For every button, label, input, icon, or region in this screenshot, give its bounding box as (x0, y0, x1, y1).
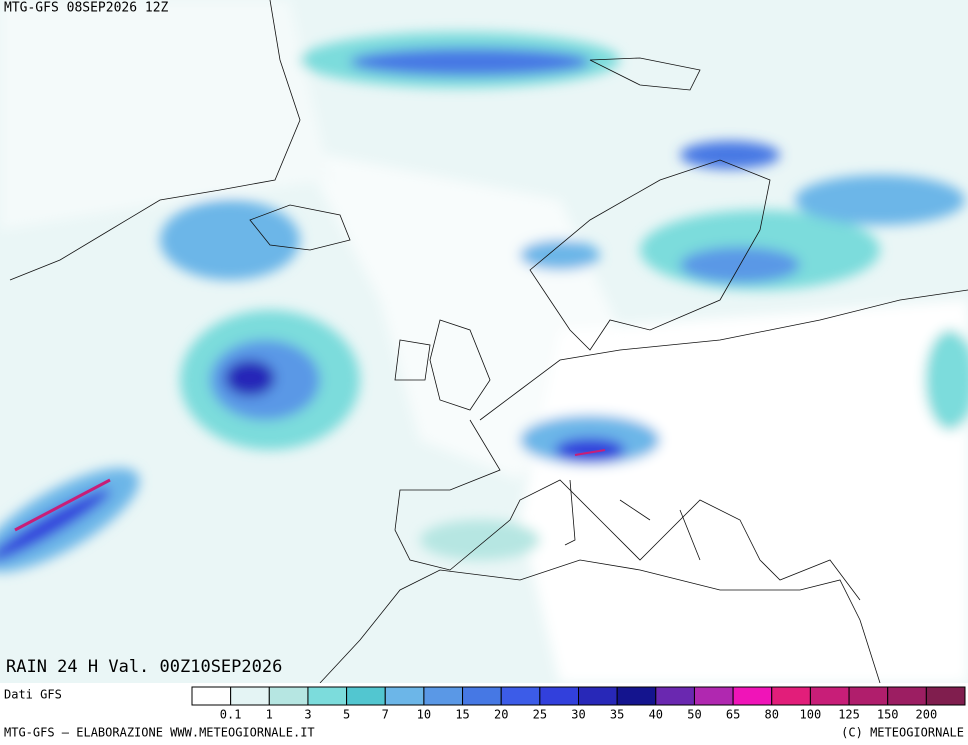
legend-swatch (346, 686, 386, 706)
legend-level: 3 (304, 708, 311, 722)
legend-level: 150 (877, 708, 899, 722)
legend: 0.1 1 3 5 7 10 15 20 25 30 35 40 50 65 80 100 125 150 200 (191, 686, 966, 722)
legend-level: 20 (494, 708, 508, 722)
legend-level: 10 (417, 708, 431, 722)
footer-left: MTG-GFS — ELABORAZIONE WWW.METEOGIORNALE… (4, 726, 315, 740)
legend-swatch (616, 686, 657, 706)
legend-level: 5 (343, 708, 350, 722)
legend-level: 100 (800, 708, 822, 722)
footer-right: (C) METEOGIORNALE (841, 726, 964, 740)
legend-level: 200 (916, 708, 938, 722)
legend-level: 0.1 (220, 708, 242, 722)
legend-level: 125 (838, 708, 860, 722)
legend-level: 30 (571, 708, 585, 722)
legend-level: 50 (687, 708, 701, 722)
map-label: RAIN 24 H Val. 00Z10SEP2026 (6, 657, 282, 677)
legend-level: 7 (382, 708, 389, 722)
legend-level: 65 (726, 708, 740, 722)
legend-swatch (848, 686, 889, 706)
legend-swatch (809, 686, 850, 706)
legend-swatch (771, 686, 811, 706)
map-header: MTG-GFS 08SEP2026 12Z (4, 1, 169, 16)
legend-swatch (500, 686, 541, 706)
legend-swatch (732, 686, 773, 706)
legend-swatch (539, 686, 579, 706)
legend-level: 80 (765, 708, 779, 722)
legend-swatch (268, 686, 309, 706)
legend-swatch (230, 686, 270, 706)
legend-swatch (307, 686, 348, 706)
legend-swatch (462, 686, 502, 706)
legend-level: 35 (610, 708, 624, 722)
legend-swatch (191, 686, 232, 706)
legend-level: 40 (649, 708, 663, 722)
legend-level: 25 (533, 708, 547, 722)
legend-swatch (423, 686, 464, 706)
legend-swatch (384, 686, 425, 706)
legend-level: 15 (455, 708, 469, 722)
legend-source: Dati GFS (4, 688, 62, 702)
map-field (0, 0, 968, 684)
legend-swatch (693, 686, 734, 706)
legend-level: 1 (266, 708, 273, 722)
legend-swatch (925, 686, 966, 706)
legend-swatch (578, 686, 618, 706)
legend-swatch (655, 686, 695, 706)
legend-swatch (887, 686, 927, 706)
